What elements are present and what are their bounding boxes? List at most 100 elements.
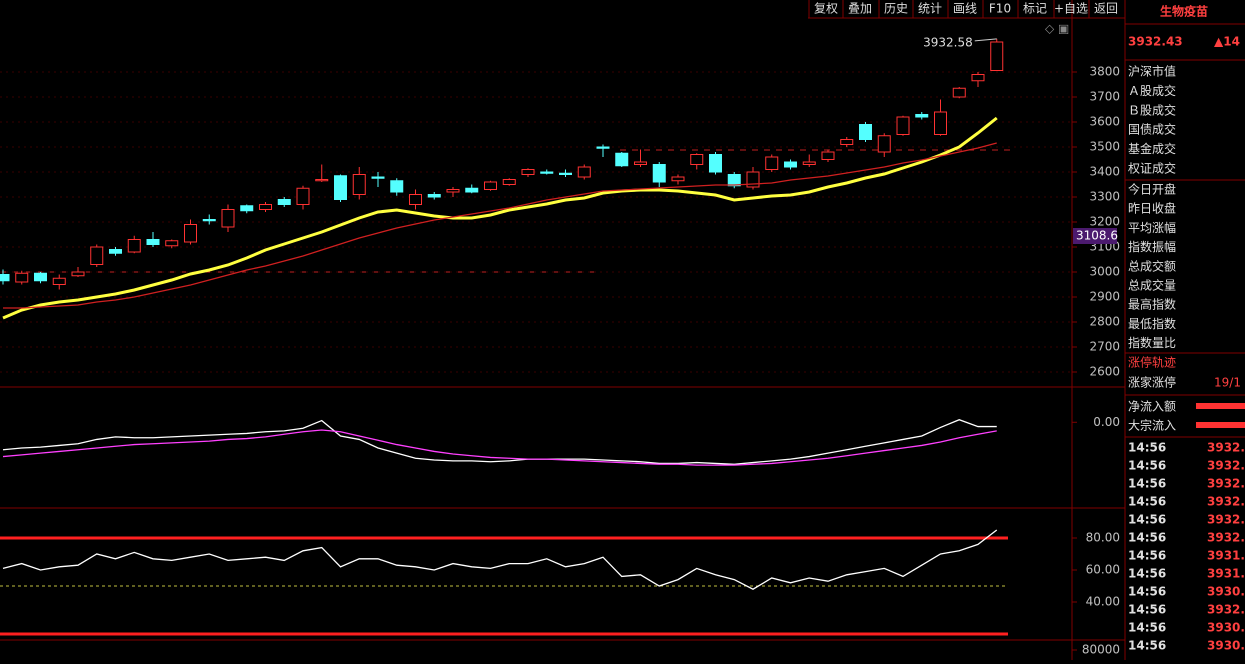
- limit-track[interactable]: 涨停轨迹: [1128, 355, 1176, 370]
- market-row: 国债成交: [1128, 122, 1176, 137]
- market-row: Ｂ股成交: [1128, 102, 1176, 117]
- candle-body: [409, 194, 422, 205]
- candle-body: [427, 194, 441, 198]
- tick-time: 14:56: [1128, 621, 1166, 635]
- flow-row: 大宗流入: [1128, 418, 1176, 433]
- y-tick-label: 3200: [1089, 215, 1120, 229]
- cursor-label: 3108.6: [1076, 229, 1118, 243]
- candle-body: [596, 146, 610, 149]
- candle-body: [484, 181, 497, 190]
- stock-price: 3932.43: [1128, 35, 1183, 49]
- tick-price: 3932.0: [1207, 459, 1245, 473]
- y-tick-label: 2700: [1089, 340, 1120, 354]
- tick-price: 3931.6: [1207, 549, 1245, 563]
- market-row: 沪深市值: [1128, 64, 1176, 79]
- y-tick-label: 2900: [1089, 290, 1120, 304]
- tick-time: 14:56: [1128, 585, 1166, 599]
- toolbar-button[interactable]: 返回: [1094, 2, 1118, 16]
- candle-body: [652, 164, 666, 183]
- candle-body: [71, 271, 85, 277]
- stock-change: ▲14: [1214, 35, 1240, 49]
- candle-body: [127, 239, 141, 253]
- series-line: [2, 419, 997, 465]
- candle-body: [765, 156, 779, 170]
- candle-body: [34, 272, 47, 282]
- candle-body: [877, 135, 891, 153]
- candle-body: [577, 166, 591, 178]
- icon[interactable]: ◇ ▣: [1045, 22, 1069, 36]
- tick-time: 14:56: [1128, 495, 1166, 509]
- candle-body: [634, 161, 647, 165]
- toolbar-button[interactable]: 复权: [814, 2, 838, 16]
- index-row: 指数量比: [1128, 335, 1176, 350]
- index-row: 指数振幅: [1128, 239, 1176, 254]
- annotation-leader: [974, 38, 997, 42]
- candle-body: [952, 87, 966, 98]
- series-line: [2, 529, 998, 590]
- toolbar-button[interactable]: F10: [989, 2, 1011, 16]
- tick-time: 14:56: [1128, 549, 1166, 563]
- toolbar-button[interactable]: 历史: [884, 2, 908, 16]
- candle-body: [446, 189, 460, 193]
- flow-row: 净流入额: [1128, 400, 1176, 414]
- candle-body: [296, 187, 310, 205]
- candle-body: [352, 174, 366, 195]
- candle-body: [15, 272, 29, 283]
- candle-body: [802, 161, 816, 165]
- toolbar-button[interactable]: 画线: [953, 2, 977, 16]
- tick-time: 14:56: [1128, 513, 1166, 527]
- stock-title: 生物疫苗: [1160, 4, 1208, 19]
- y-tick-label: 3600: [1089, 115, 1120, 129]
- tick-time: 14:56: [1128, 441, 1166, 455]
- tick-price: 3930.: [1207, 639, 1245, 653]
- y-tick-label: 60.00: [1086, 563, 1120, 577]
- tick-price: 3932.: [1207, 603, 1245, 617]
- tick-price: 3932.0: [1207, 477, 1245, 491]
- candle-body: [259, 204, 272, 210]
- y-tick-label: 0.00: [1093, 415, 1120, 429]
- y-tick-label: 3500: [1089, 140, 1120, 154]
- y-tick-label: 3400: [1089, 165, 1120, 179]
- candle-body: [371, 176, 385, 179]
- candle-body: [390, 180, 404, 193]
- flow-bar: [1196, 422, 1245, 428]
- series-line: [2, 429, 997, 466]
- candle-body: [990, 41, 1004, 71]
- candle-body: [615, 152, 629, 167]
- y-tick-label: 3800: [1089, 65, 1120, 79]
- y-tick-label: 80000: [1082, 643, 1120, 657]
- high-annotation: 3932.58: [923, 35, 973, 49]
- candle-body: [727, 174, 741, 187]
- index-row: 今日开盘: [1128, 182, 1176, 197]
- toolbar-button[interactable]: +自选: [1054, 2, 1088, 16]
- candle-body: [934, 111, 947, 135]
- market-row: 权证成交: [1128, 161, 1176, 176]
- limit-count: 19/1: [1214, 376, 1241, 390]
- cursor-label-bg: [1073, 228, 1117, 244]
- y-tick-label: 40.00: [1086, 595, 1120, 609]
- y-tick-label: 3300: [1089, 190, 1120, 204]
- candle-body: [52, 277, 66, 285]
- tick-time: 14:56: [1128, 459, 1166, 473]
- candle-body: [859, 124, 872, 140]
- toolbar-button[interactable]: 标记: [1023, 2, 1047, 16]
- y-tick-label: 2600: [1089, 365, 1120, 379]
- candle-body: [277, 199, 291, 205]
- y-tick-label: 3000: [1089, 265, 1120, 279]
- toolbar-button[interactable]: 统计: [918, 2, 942, 16]
- y-tick-label: 2800: [1089, 315, 1120, 329]
- candle-body: [165, 240, 179, 247]
- candle-body: [821, 151, 835, 160]
- tick-time: 14:56: [1128, 603, 1166, 617]
- y-tick-label: 80.00: [1086, 531, 1120, 545]
- tick-price: 3932.: [1207, 495, 1245, 509]
- tick-time: 14:56: [1128, 477, 1166, 491]
- index-row: 最低指数: [1128, 316, 1176, 331]
- y-tick-label: 3700: [1089, 90, 1120, 104]
- candle-body: [221, 209, 235, 228]
- index-row: 平均涨幅: [1128, 220, 1176, 235]
- tick-time: 14:56: [1128, 639, 1166, 653]
- candle-body: [709, 154, 722, 173]
- toolbar-button[interactable]: 叠加: [848, 2, 872, 16]
